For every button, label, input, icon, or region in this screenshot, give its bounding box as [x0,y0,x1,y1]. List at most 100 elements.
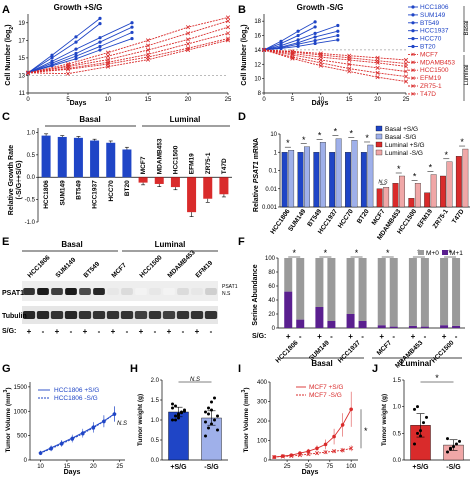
panel-f-luminal-label: Luminal [401,359,432,368]
panel-e-luminal-label: Luminal [155,240,186,249]
panel-e-basal-label: Basal [61,240,82,249]
panel-a-title: Growth +S/G [54,3,103,12]
panel-j-data-point [416,405,419,409]
psat1-band [107,288,119,295]
panel-c-basal-label: Basal [79,115,100,124]
sg-sign: - [154,327,157,336]
blot-lane-label: MDAMB453 [166,249,197,280]
panel-f-bar-m0 [296,258,305,320]
psat1-ns-sub: N.S [222,291,231,297]
panel-f-bar-m1 [452,325,461,328]
panel-b-y-tick-label: 8 [258,91,262,97]
psat1-band [121,288,133,295]
panel-b-chart: 8 10 12 14 16 18 0 5 10 15 20 25 [254,14,410,103]
psat1-label: PSAT1 [2,290,24,297]
panel-h-data-point [210,400,213,404]
panel-h-y-tick-label: 0.5 [151,438,160,444]
legend-label: T47D [420,91,436,98]
panel-f-sg-sign: - [392,332,395,341]
panel-a-data-point [130,21,134,25]
panel-c-category-label: HCC1806 [43,180,50,209]
panel-d-bar-plus [297,152,304,208]
panel-a-data-point [145,43,151,48]
panel-f-sg-sign: + [317,332,322,341]
panel-f-bar-m1 [358,321,367,328]
panel-f-bar-m0 [389,258,398,327]
panel-h-data-point [180,411,183,415]
panel-j-data-point [413,442,416,446]
panel-a-y-tick-label: 15 [18,56,25,62]
legend-marker [411,44,415,49]
panel-d-bar-minus [304,146,310,208]
panel-d-category-label: BT20 [356,208,371,225]
panel-g-data-point [59,442,64,446]
legend-label: HCC1937 [420,28,449,35]
panel-g-data-point [91,426,96,430]
legend-label: MDAMB453 [420,59,455,66]
panel-f-bar-m1 [420,326,429,328]
panel-d-bar-minus [319,142,326,208]
panel-f-y-tick-label: 80 [268,270,275,276]
panel-j-data-point [455,442,458,446]
panel-i-y-tick-label: 100 [257,439,268,445]
tubulin-band [22,311,36,319]
panel-e-sg-label: S/G: [2,328,16,335]
panel-a-data-point [225,18,231,24]
panel-f-y-tick-label: 0 [272,326,276,332]
panel-c-category-label: ZR75-1 [205,152,212,174]
panel-g-x-tick-label: 20 [90,464,97,470]
panel-d-bar-minus [351,140,358,208]
panel-b-data-point [296,44,300,48]
panel-a-series-line [27,26,229,74]
panel-j-data-point [422,421,425,425]
panel-c-y-tick-label: -1.0 [25,220,36,226]
legend-label: MCF7 [420,51,438,58]
panel-g-y-tick-label: 500 [17,434,28,440]
panel-d-bar-plus [281,152,288,208]
panel-b-data-point [375,65,380,70]
tubulin-band [50,311,64,319]
panel-letter-c: C [2,111,10,123]
panel-b-y-tick-label: 18 [254,19,261,25]
tubulin-band [64,311,78,319]
panel-c-bar [170,177,180,188]
legend-label: HCC70 [420,36,442,43]
legend-swatch [375,125,383,132]
panel-i-data-point [315,446,319,451]
panel-f-bar-m1 [440,325,449,328]
panel-f-bar-m1 [315,307,324,328]
panel-b-y-tick-label: 12 [254,62,261,68]
panel-h-data-point [216,428,219,432]
panel-i-data-point [297,453,302,458]
panel-g-data-point [102,419,106,424]
panel-d-category-label: ZR75-1 [432,208,450,230]
panel-c-category-label: HCC1937 [92,180,99,209]
panel-a-x-tick-label: 5 [66,97,70,103]
panel-h-data-point [177,413,180,417]
panel-h-y-tick-label: 1.5 [151,398,160,404]
panel-b-series-line [263,26,316,51]
panel-h-data-point [207,426,210,430]
panel-a-data-point [74,51,78,56]
panel-g-y-tick-label: 1500 [14,385,28,391]
panel-a-y-tick-label: 11 [19,91,26,97]
panel-c-category-label: EFM19 [189,153,196,174]
panel-j-data-point [446,450,449,454]
panel-d-bar-plus [376,188,383,208]
panel-a-data-point [74,35,78,39]
panel-c-bar [41,135,51,178]
panel-c-bar [122,149,132,178]
panel-a-data-point [65,71,71,76]
panel-a-data-point [98,40,102,44]
panel-i-data-point [306,452,311,457]
blot-lane-label: SUM149 [54,256,77,279]
panel-h-data-point [204,410,207,414]
panel-d-chart: 0.0010.010.1110*HCC1806*SUM149*BT549*HCC… [262,127,470,241]
panel-f-ylabel: Serine Abundance [252,264,259,325]
legend-marker [411,29,415,33]
psat1-band [149,288,161,295]
panel-a-data-point [98,44,102,49]
panel-a-series-line [27,23,101,74]
panel-f-bar-m0 [408,258,417,326]
